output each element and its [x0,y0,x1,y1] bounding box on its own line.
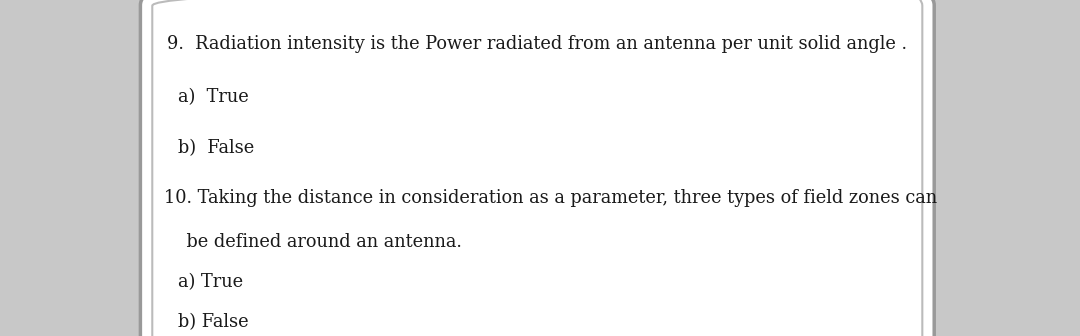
Text: b)  False: b) False [178,139,255,157]
Text: be defined around an antenna.: be defined around an antenna. [164,233,462,251]
Text: 10. Taking the distance in consideration as a parameter, three types of field zo: 10. Taking the distance in consideration… [164,189,937,207]
Text: b) False: b) False [178,313,248,332]
FancyBboxPatch shape [140,0,934,336]
Text: a) True: a) True [178,273,243,291]
Text: 9.  Radiation intensity is the Power radiated from an antenna per unit solid ang: 9. Radiation intensity is the Power radi… [167,35,907,53]
Text: a)  True: a) True [178,88,249,107]
